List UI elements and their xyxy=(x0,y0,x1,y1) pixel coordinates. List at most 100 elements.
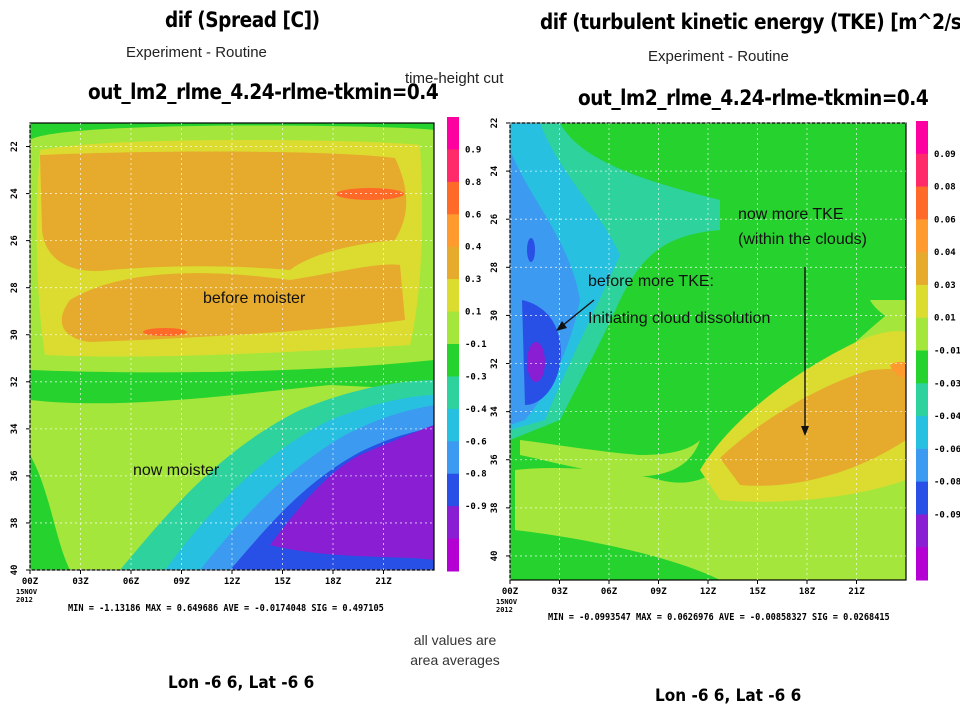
right-colorbar-swatch xyxy=(916,547,928,581)
right-location: Lon -6 6, Lat -6 6 xyxy=(655,686,802,706)
right-chart-title: dif (turbulent kinetic energy (TKE) [m^2… xyxy=(540,10,960,34)
right-ytick-label: 22 xyxy=(490,118,500,129)
area-average-note-line1: all values are xyxy=(413,632,497,648)
right-ytick-label: 26 xyxy=(490,214,500,225)
left-colorbar-label: 0.4 xyxy=(465,243,482,253)
left-chart-title: dif (Spread [C]) xyxy=(165,8,320,32)
right-colorbar-swatch xyxy=(916,317,928,351)
right-colorbar-label: 0.04 xyxy=(934,248,956,258)
left-location: Lon -6 6, Lat -6 6 xyxy=(168,673,315,693)
right-annotation-dissolution: Initiating cloud dissolution xyxy=(588,310,771,327)
right-xtick-label: 03Z xyxy=(551,587,568,597)
left-xtick-label: 15Z xyxy=(274,577,291,587)
left-colorbar-label: -0.8 xyxy=(465,470,487,480)
right-colorbar-label: 0.08 xyxy=(934,183,956,193)
left-colorbar-swatch xyxy=(447,376,459,410)
left-ytick-label: 28 xyxy=(10,282,20,293)
left-colorbar-swatch xyxy=(447,246,459,280)
right-experiment-label: Experiment - Routine xyxy=(648,48,789,65)
right-xtick-label: 12Z xyxy=(700,587,717,597)
left-ytick-label: 22 xyxy=(10,141,20,152)
right-colorbar-swatch xyxy=(916,252,928,286)
left-xtick-label: 06Z xyxy=(123,577,140,587)
left-colorbar-swatch xyxy=(447,117,459,150)
right-xtick-label: 15Z xyxy=(749,587,766,597)
right-colorbar-swatch xyxy=(916,514,928,548)
left-colorbar-label: -0.9 xyxy=(465,502,487,512)
right-ytick-label: 24 xyxy=(490,165,500,176)
left-colorbar-swatch xyxy=(447,441,459,475)
left-colorbar-label: -0.1 xyxy=(465,340,487,350)
left-stats: MIN = -1.13186 MAX = 0.649686 AVE = -0.0… xyxy=(68,603,384,614)
right-colorbar-swatch xyxy=(916,284,928,319)
left-colorbar-label: 0.6 xyxy=(465,210,481,220)
right-ytick-label: 40 xyxy=(490,551,500,562)
right-stats: MIN = -0.0993547 MAX = 0.0626976 AVE = -… xyxy=(548,612,890,623)
left-colorbar-swatch xyxy=(447,214,459,248)
left-ytick-label: 24 xyxy=(10,188,20,199)
right-colorbar-label: 0.06 xyxy=(934,215,956,225)
left-colorbar-swatch xyxy=(447,279,459,313)
right-ytick-label: 38 xyxy=(490,502,500,513)
left-colorbar-swatch xyxy=(447,506,459,540)
left-xtick-label: 21Z xyxy=(375,577,392,587)
right-colorbar-swatch xyxy=(916,186,928,220)
right-xtick-label: 21Z xyxy=(848,587,865,597)
left-colorbar-swatch xyxy=(447,311,459,345)
left-ytick-label: 34 xyxy=(10,423,20,434)
left-ytick-label: 40 xyxy=(10,565,20,576)
right-date-label: 15NOV xyxy=(496,598,518,606)
right-annotation-now-line1: now more TKE xyxy=(738,206,844,223)
right-colorbar-label: 0.03 xyxy=(934,281,956,291)
left-colorbar-label: -0.6 xyxy=(465,437,487,447)
left-colorbar-swatch xyxy=(447,344,459,377)
right-ytick-label: 34 xyxy=(490,406,500,417)
right-colorbar-swatch xyxy=(916,448,928,483)
left-xtick-label: 18Z xyxy=(325,577,342,587)
right-colorbar-label: 0.01 xyxy=(934,314,956,324)
right-run-label: out_lm2_rlme_4.24-rlme-tkmin=0.4 xyxy=(578,86,929,110)
right-colorbar-swatch xyxy=(916,416,928,450)
arrow-before-more-tke xyxy=(561,299,595,327)
right-ytick-label: 28 xyxy=(490,262,500,273)
right-colorbar-label: -0.06 xyxy=(934,445,960,455)
right-date-label: 2012 xyxy=(496,606,513,614)
arrow-before-head xyxy=(556,321,567,331)
right-colorbar-label: -0.04 xyxy=(934,412,960,422)
left-colorbar-label: 0.9 xyxy=(465,145,481,155)
right-ytick-label: 32 xyxy=(490,358,500,369)
right-xtick-label: 00Z xyxy=(502,587,519,597)
left-colorbar-label: 0.3 xyxy=(465,275,481,285)
left-ytick-label: 32 xyxy=(10,376,20,387)
right-colorbar-label: -0.09 xyxy=(934,510,960,520)
left-xtick-label: 12Z xyxy=(224,577,241,587)
left-ytick-label: 36 xyxy=(10,470,20,481)
left-ytick-label: 30 xyxy=(10,329,20,340)
left-xtick-label: 09Z xyxy=(173,577,190,587)
right-ytick-label: 36 xyxy=(490,454,500,465)
left-colorbar-label: 0.1 xyxy=(465,308,481,318)
right-annotation-now-line2: (within the clouds) xyxy=(738,231,867,248)
right-colorbar-swatch xyxy=(916,350,928,384)
right-colorbar-swatch xyxy=(916,383,928,417)
left-colorbar-label: 0.8 xyxy=(465,178,481,188)
right-colorbar-swatch xyxy=(916,219,928,253)
left-date-label: 15NOV xyxy=(16,588,38,596)
right-xtick-label: 06Z xyxy=(601,587,618,597)
right-xtick-label: 09Z xyxy=(650,587,667,597)
right-colorbar-swatch xyxy=(916,121,928,155)
left-colorbar-swatch xyxy=(447,408,459,442)
left-annotation-now: now moister xyxy=(133,462,220,479)
area-average-note: all values are area averages xyxy=(405,630,505,670)
right-colorbar-label: -0.08 xyxy=(934,478,960,488)
right-annotation-before: before more TKE: xyxy=(588,273,714,290)
right-xtick-label: 18Z xyxy=(799,587,816,597)
left-colorbar-swatch xyxy=(447,538,459,572)
left-colorbar-swatch xyxy=(447,473,459,507)
right-colorbar-swatch xyxy=(916,153,928,188)
left-experiment-label: Experiment - Routine xyxy=(126,44,267,61)
left-date-label: 2012 xyxy=(16,596,33,604)
